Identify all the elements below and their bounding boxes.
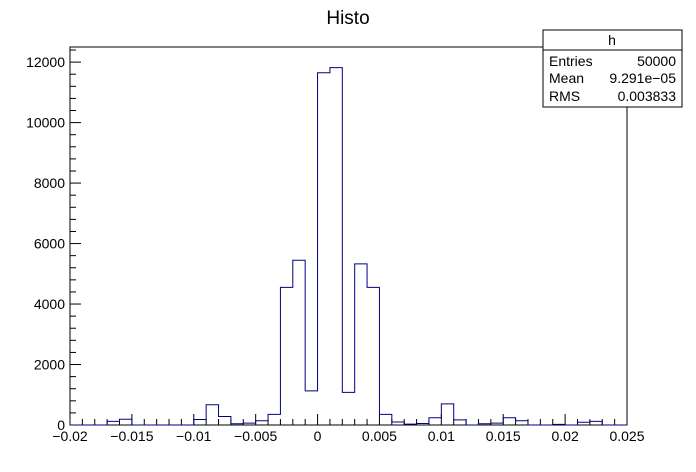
stats-mean-value: 9.291e−05 xyxy=(609,70,676,86)
histogram-bin xyxy=(590,421,602,425)
x-tick-label: 0.015 xyxy=(486,428,521,444)
histogram-bin xyxy=(429,418,441,425)
histogram-bin xyxy=(503,418,515,425)
x-tick-label: −0.015 xyxy=(110,428,153,444)
histogram-bin xyxy=(342,392,354,425)
histogram-bin xyxy=(256,421,268,425)
plot-frame xyxy=(69,46,628,426)
histogram-bin xyxy=(355,264,367,425)
histogram-bin xyxy=(268,414,280,425)
histogram-bin xyxy=(219,417,231,425)
y-tick-label: 0 xyxy=(57,417,65,433)
histogram-bin xyxy=(516,421,528,425)
stats-rms-label: RMS xyxy=(549,88,580,104)
x-tick-label: −0.02 xyxy=(52,428,88,444)
histogram-bin xyxy=(206,405,218,425)
y-tick-label: 2000 xyxy=(34,357,65,373)
x-tick-label: 0.005 xyxy=(362,428,397,444)
histogram-outline xyxy=(70,67,627,426)
x-axis: −0.02 −0.015 −0.01 −0.005 0 0.005 0.01 0.015 0.0… xyxy=(52,414,645,444)
y-tick-label: 6000 xyxy=(34,236,65,252)
histogram-bin xyxy=(305,391,317,425)
stats-box-frame xyxy=(542,29,683,108)
y-tick-label: 12000 xyxy=(26,54,65,70)
histogram-bin xyxy=(107,421,119,425)
histogram-bin xyxy=(293,260,305,425)
stats-box-name: h xyxy=(608,32,616,48)
y-tick-label: 8000 xyxy=(34,175,65,191)
histogram-bin xyxy=(280,287,292,425)
x-tick-label: 0.025 xyxy=(609,428,644,444)
y-tick-label: 10000 xyxy=(26,115,65,131)
x-tick-label: 0.01 xyxy=(428,428,455,444)
histogram-bin xyxy=(454,420,466,425)
histogram-bin xyxy=(194,420,206,425)
histogram-bin xyxy=(367,287,379,425)
y-tick-label: 4000 xyxy=(34,296,65,312)
x-tick-label: 0 xyxy=(314,428,322,444)
histogram-bin xyxy=(379,414,391,425)
x-tick-label: 0.02 xyxy=(551,428,578,444)
y-axis: 0 2000 4000 6000 8000 10000 12000 xyxy=(26,49,81,433)
stats-entries-label: Entries xyxy=(549,53,593,69)
stats-mean-label: Mean xyxy=(549,70,584,86)
stats-rms-value: 0.003833 xyxy=(618,88,677,104)
histogram-bin xyxy=(120,419,132,425)
x-tick-label: −0.005 xyxy=(234,428,277,444)
x-tick-label: −0.01 xyxy=(176,428,212,444)
histogram-bin xyxy=(441,404,453,425)
histogram-bin xyxy=(330,68,342,425)
stats-box: h Entries 50000 Mean 9.291e−05 RMS 0.003… xyxy=(542,29,683,108)
chart-title: Histo xyxy=(326,8,369,29)
histogram-bin xyxy=(318,73,330,425)
stats-entries-value: 50000 xyxy=(637,53,676,69)
